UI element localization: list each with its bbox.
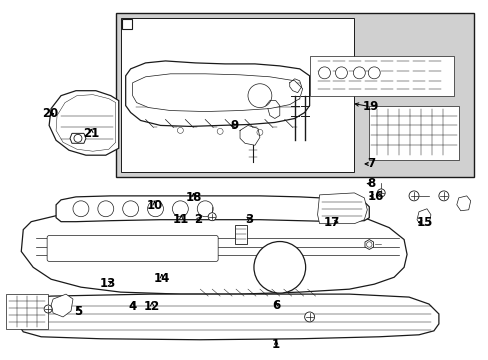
Text: 5: 5 [74,305,82,318]
Polygon shape [70,133,86,143]
Polygon shape [16,294,438,340]
Polygon shape [56,196,368,222]
Text: 17: 17 [323,216,340,229]
Circle shape [304,312,314,322]
Text: 4: 4 [128,300,137,313]
Circle shape [208,213,216,221]
FancyBboxPatch shape [116,13,473,177]
Circle shape [73,201,89,217]
Circle shape [147,201,163,217]
Polygon shape [125,61,309,126]
Text: 8: 8 [366,177,374,190]
Polygon shape [21,212,406,294]
Text: 11: 11 [173,213,189,226]
Circle shape [44,305,52,313]
Circle shape [172,201,188,217]
Polygon shape [317,193,366,224]
Circle shape [353,67,365,79]
Text: 7: 7 [366,157,374,170]
Circle shape [367,67,380,79]
Text: 15: 15 [415,216,432,229]
Polygon shape [364,239,373,249]
Polygon shape [51,294,73,317]
Circle shape [253,242,305,293]
Text: 18: 18 [185,191,201,204]
Text: 2: 2 [194,213,202,226]
Circle shape [335,67,346,79]
Text: 6: 6 [271,298,280,311]
Polygon shape [456,196,470,211]
Circle shape [98,201,114,217]
FancyBboxPatch shape [47,235,218,261]
FancyBboxPatch shape [6,294,48,329]
Circle shape [376,189,385,197]
Circle shape [318,67,330,79]
FancyBboxPatch shape [121,18,354,172]
FancyBboxPatch shape [122,19,131,29]
Text: 12: 12 [143,300,160,313]
FancyBboxPatch shape [368,105,458,160]
Polygon shape [56,95,116,151]
Text: 10: 10 [146,198,163,212]
Circle shape [438,191,448,201]
Circle shape [122,201,138,217]
Text: 19: 19 [362,100,378,113]
Text: 16: 16 [367,190,383,203]
Text: 21: 21 [83,127,99,140]
Text: 3: 3 [245,213,253,226]
Text: 14: 14 [153,272,170,285]
Polygon shape [416,209,430,226]
Text: 20: 20 [42,107,58,120]
Circle shape [197,201,213,217]
Polygon shape [132,74,302,112]
FancyBboxPatch shape [235,225,246,244]
FancyBboxPatch shape [309,56,453,96]
Text: 1: 1 [271,338,280,351]
Polygon shape [49,91,119,155]
Text: 9: 9 [230,119,239,132]
Circle shape [408,191,418,201]
Text: 13: 13 [99,277,115,290]
